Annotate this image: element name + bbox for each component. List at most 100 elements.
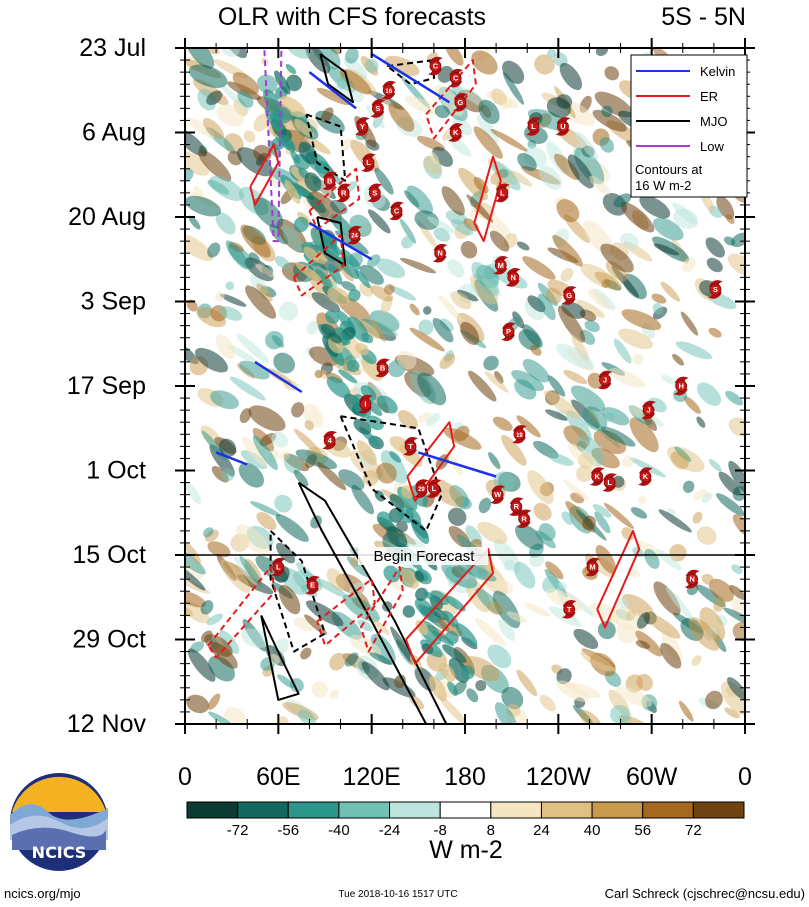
olr-cell: [529, 553, 545, 567]
legend-mjo-label: MJO: [700, 114, 727, 129]
olr-cell: [282, 225, 303, 253]
olr-cell: [635, 630, 663, 657]
olr-cell: [256, 512, 277, 531]
olr-cell: [718, 471, 741, 496]
olr-cell: [417, 372, 447, 406]
storm-label: 19: [516, 433, 523, 439]
legend-low-label: Low: [700, 139, 724, 154]
olr-cell: [615, 686, 653, 708]
olr-cell: [487, 601, 504, 615]
olr-cell: [563, 479, 589, 501]
olr-cell: [530, 344, 542, 356]
olr-cell: [453, 425, 470, 442]
storm-marker: N: [505, 268, 521, 287]
olr-cell: [629, 417, 659, 453]
olr-cell: [487, 644, 512, 669]
olr-cell: [241, 628, 269, 649]
olr-cell: [556, 94, 573, 109]
olr-cell: [511, 370, 545, 392]
er-contour: [316, 578, 376, 647]
olr-cell: [326, 568, 346, 591]
olr-cell: [468, 370, 497, 402]
y-tick-label: 12 Nov: [67, 710, 147, 738]
olr-cell: [508, 170, 533, 187]
olr-cell: [362, 470, 379, 486]
olr-cell: [279, 96, 306, 118]
olr-cell: [466, 688, 479, 703]
olr-cell: [445, 48, 464, 66]
kelvin-contour: [417, 451, 497, 478]
olr-cell: [187, 117, 215, 138]
olr-cell: [460, 321, 480, 346]
olr-cell: [680, 311, 699, 336]
olr-cell: [304, 136, 331, 155]
storm-label: C: [394, 206, 400, 215]
olr-cell: [361, 356, 383, 381]
olr-cell: [725, 214, 735, 224]
olr-cell: [439, 353, 456, 370]
olr-cell: [604, 66, 620, 81]
mjo-contour: [386, 59, 435, 86]
olr-cell: [522, 256, 556, 280]
olr-cell: [185, 601, 210, 624]
olr-cell: [725, 390, 744, 406]
olr-cell: [456, 561, 497, 582]
olr-cell: [197, 149, 232, 182]
storm-marker: L: [526, 117, 541, 136]
olr-cell: [501, 99, 513, 110]
olr-cell: [475, 680, 487, 692]
storm-marker: R: [516, 509, 532, 529]
olr-cell: [523, 602, 551, 617]
olr-cell: [200, 600, 214, 615]
olr-cell: [567, 443, 601, 472]
olr-cell: [432, 317, 454, 343]
olr-cell: [265, 330, 284, 350]
olr-cell: [727, 253, 745, 279]
olr-cell: [660, 642, 682, 669]
storm-marker: B: [322, 171, 338, 191]
olr-cell: [306, 320, 319, 335]
storm-label: G: [457, 98, 463, 107]
storm-label: B: [327, 176, 333, 185]
storm-marker: U: [555, 117, 571, 136]
olr-cell: [515, 524, 544, 551]
storm-label: L: [531, 122, 536, 131]
olr-cell: [414, 210, 440, 230]
olr-cell: [275, 514, 309, 542]
olr-cell: [447, 681, 458, 696]
olr-cell: [349, 634, 382, 657]
olr-cell: [314, 577, 348, 598]
olr-cell: [621, 593, 654, 619]
olr-cell: [538, 165, 562, 190]
olr-cell: [303, 246, 320, 262]
storm-marker: J: [641, 400, 656, 420]
olr-cell: [589, 175, 611, 195]
olr-cell: [681, 257, 696, 272]
legend-kelvin-label: Kelvin: [700, 64, 735, 79]
storm-label: P: [506, 327, 511, 336]
olr-cell: [185, 48, 215, 69]
olr-cell: [207, 541, 231, 558]
er-contour: [404, 548, 494, 665]
olr-cell: [673, 208, 699, 229]
y-tick-label: 6 Aug: [82, 119, 146, 147]
olr-cell: [670, 450, 689, 470]
olr-cell: [430, 590, 450, 606]
olr-cell: [613, 338, 632, 364]
olr-cell: [542, 575, 559, 593]
olr-cell: [291, 402, 305, 418]
olr-cell: [271, 431, 289, 448]
olr-cell: [463, 656, 500, 682]
storm-marker: K: [589, 467, 605, 486]
olr-cell: [576, 465, 593, 482]
olr-cell: [605, 261, 628, 282]
olr-cell: [206, 90, 223, 106]
olr-cell: [284, 179, 301, 204]
storm-label: 29: [418, 487, 425, 493]
storm-marker: T: [403, 437, 418, 456]
low-contour: [263, 48, 283, 243]
storm-marker: S: [708, 280, 723, 299]
colorbar-units: W m-2: [429, 836, 503, 864]
olr-cell: [445, 595, 466, 612]
